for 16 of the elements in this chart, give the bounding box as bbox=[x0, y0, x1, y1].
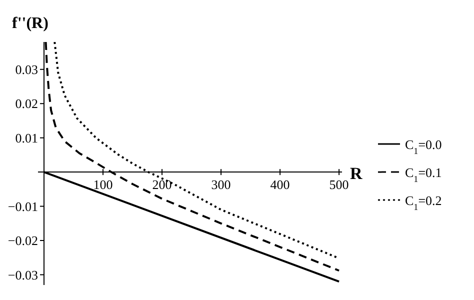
x-tick-label: 100 bbox=[93, 177, 113, 192]
x-axis-title: R bbox=[350, 164, 363, 184]
x-tick-label: 500 bbox=[329, 177, 349, 192]
y-tick-label: −0.02 bbox=[8, 233, 38, 248]
x-tick-label: 400 bbox=[270, 177, 290, 192]
legend-label: C$_{1}$=0.1 bbox=[405, 165, 442, 184]
y-tick-label: 0.03 bbox=[15, 62, 38, 77]
y-tick-label: 0.01 bbox=[15, 130, 38, 146]
legend-label: C$_{1}$=0.0 bbox=[405, 137, 442, 156]
y-axis-title: f''(R) bbox=[12, 15, 48, 32]
x-tick-label: 300 bbox=[211, 177, 231, 192]
y-tick-label: 0.02 bbox=[15, 96, 38, 112]
legend-label: C$_{1}$=0.2 bbox=[405, 193, 442, 212]
y-tick-label: −0.03 bbox=[8, 267, 38, 282]
x-tick-label: 200 bbox=[152, 177, 172, 192]
y-tick-label: −0.01 bbox=[8, 198, 38, 214]
